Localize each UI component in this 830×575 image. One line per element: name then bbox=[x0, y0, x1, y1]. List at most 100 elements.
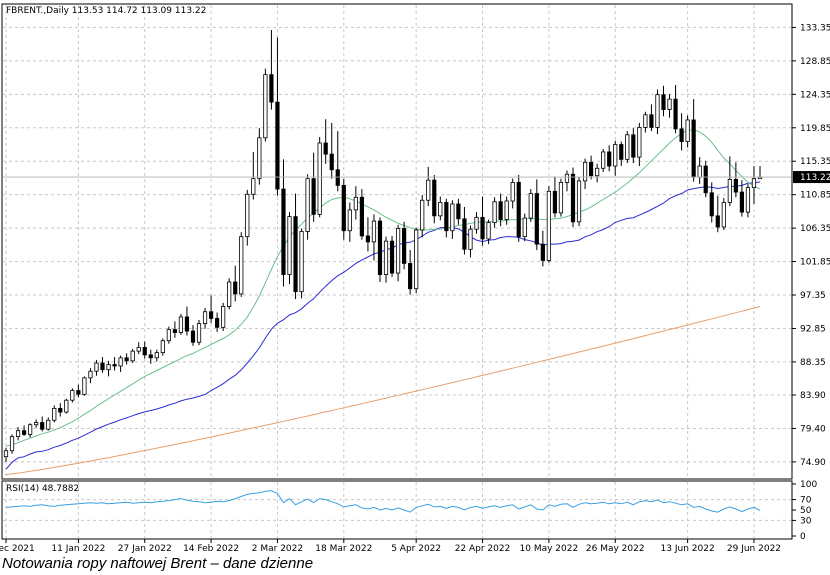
candle-body bbox=[492, 201, 497, 223]
y-tick-label: 110.85 bbox=[800, 191, 830, 201]
candle-body bbox=[637, 126, 642, 158]
candle-body bbox=[3, 450, 9, 458]
candle-body bbox=[498, 201, 503, 220]
rsi-panel bbox=[1, 480, 793, 540]
candle-body bbox=[631, 134, 636, 158]
candle-body bbox=[245, 193, 250, 238]
candle-body bbox=[619, 144, 624, 160]
candle-body bbox=[432, 179, 437, 217]
rsi-tick-label: 30 bbox=[800, 516, 812, 526]
candle-body bbox=[462, 218, 467, 250]
candle-body bbox=[142, 347, 147, 356]
y-tick-label: 74.90 bbox=[800, 458, 826, 468]
candle-body bbox=[558, 182, 564, 214]
candle-body bbox=[522, 217, 527, 238]
candle-body bbox=[625, 134, 630, 160]
candle-body bbox=[70, 390, 75, 401]
candle-body bbox=[408, 263, 413, 290]
candle-body bbox=[239, 236, 244, 295]
candle-body bbox=[317, 142, 322, 215]
candle-body bbox=[100, 362, 105, 371]
y-tick-label: 106.35 bbox=[800, 224, 830, 234]
candle-body bbox=[607, 151, 612, 167]
y-tick-label: 92.85 bbox=[800, 324, 826, 334]
candle-body bbox=[329, 153, 334, 171]
candle-body bbox=[468, 228, 473, 250]
chart-caption: Notowania ropy naftowej Brent – dane dzi… bbox=[2, 555, 314, 572]
candle-body bbox=[221, 306, 226, 328]
candle-body bbox=[402, 228, 407, 264]
candle-body bbox=[112, 364, 117, 367]
x-tick-label: 11 Jan 2022 bbox=[51, 544, 105, 554]
candle-body bbox=[275, 101, 280, 190]
candle-body bbox=[323, 142, 328, 155]
last-price-label: 113.22 bbox=[800, 173, 830, 183]
y-tick-label: 119.85 bbox=[800, 124, 830, 134]
x-tick-label: 27 Jan 2022 bbox=[118, 544, 172, 554]
candle-body bbox=[534, 193, 539, 245]
candle-body bbox=[383, 240, 389, 275]
candle-body bbox=[347, 209, 352, 232]
x-tick-label: 13 Jun 2022 bbox=[661, 544, 715, 554]
candle-body bbox=[166, 329, 171, 342]
last-price-box bbox=[793, 171, 830, 184]
candle-body bbox=[528, 193, 533, 219]
y-tick-label: 133.35 bbox=[800, 23, 830, 33]
candle-body bbox=[64, 399, 69, 413]
x-tick-label: 18 Mar 2022 bbox=[315, 544, 372, 554]
candle-body bbox=[106, 364, 111, 371]
candle-body bbox=[178, 316, 184, 333]
candle-body bbox=[196, 323, 202, 343]
candle-body bbox=[450, 203, 455, 232]
candle-body bbox=[691, 119, 696, 178]
candle-body bbox=[377, 220, 383, 275]
candle-body bbox=[40, 422, 45, 430]
candle-body bbox=[564, 173, 570, 183]
candle-body bbox=[46, 419, 51, 430]
candle-body bbox=[136, 347, 141, 352]
candle-body bbox=[154, 352, 159, 359]
candle-body bbox=[172, 329, 177, 333]
candle-body bbox=[715, 215, 720, 228]
candle-body bbox=[613, 144, 618, 167]
candle-body bbox=[353, 196, 358, 211]
rsi-tick-label: 70 bbox=[800, 496, 812, 506]
y-tick-label: 124.35 bbox=[800, 90, 830, 100]
candle-body bbox=[438, 202, 443, 217]
candle-body bbox=[118, 357, 123, 367]
rsi-title: RSI(14) 48.7882 bbox=[6, 484, 79, 494]
candle-body bbox=[299, 231, 304, 293]
candle-body bbox=[426, 179, 431, 201]
candle-body bbox=[227, 281, 232, 307]
candle-body bbox=[28, 424, 33, 435]
x-tick-label: 26 May 2022 bbox=[586, 544, 645, 554]
candle-body bbox=[148, 354, 153, 359]
candle-body bbox=[233, 281, 238, 295]
candle-body bbox=[395, 228, 401, 274]
candle-body bbox=[365, 235, 371, 243]
y-tick-label: 101.85 bbox=[800, 258, 830, 268]
candle-body bbox=[739, 191, 745, 213]
candle-body bbox=[58, 407, 63, 413]
candle-body bbox=[269, 74, 274, 103]
candle-body bbox=[601, 151, 606, 169]
candle-body bbox=[685, 119, 690, 142]
candle-body bbox=[727, 179, 732, 203]
ma-long-line bbox=[5, 306, 761, 475]
candle-body bbox=[649, 114, 654, 128]
y-tick-label: 97.35 bbox=[800, 291, 826, 301]
candle-body bbox=[34, 422, 39, 426]
candle-body bbox=[444, 202, 449, 232]
candle-body bbox=[486, 222, 491, 240]
price-chart: 23 Dec 2021 11 Jan 2022 27 Jan 2022 14 Feb … bbox=[0, 3, 830, 554]
candle-body bbox=[15, 430, 21, 438]
candle-body bbox=[510, 182, 515, 202]
candle-body bbox=[287, 216, 292, 275]
candle-body bbox=[208, 311, 214, 319]
candle-body bbox=[540, 243, 545, 261]
x-tick-label: 22 Apr 2022 bbox=[455, 544, 511, 554]
candle-body bbox=[576, 180, 582, 223]
candle-body bbox=[480, 216, 485, 240]
candle-body bbox=[371, 220, 377, 243]
candle-body bbox=[9, 436, 15, 452]
